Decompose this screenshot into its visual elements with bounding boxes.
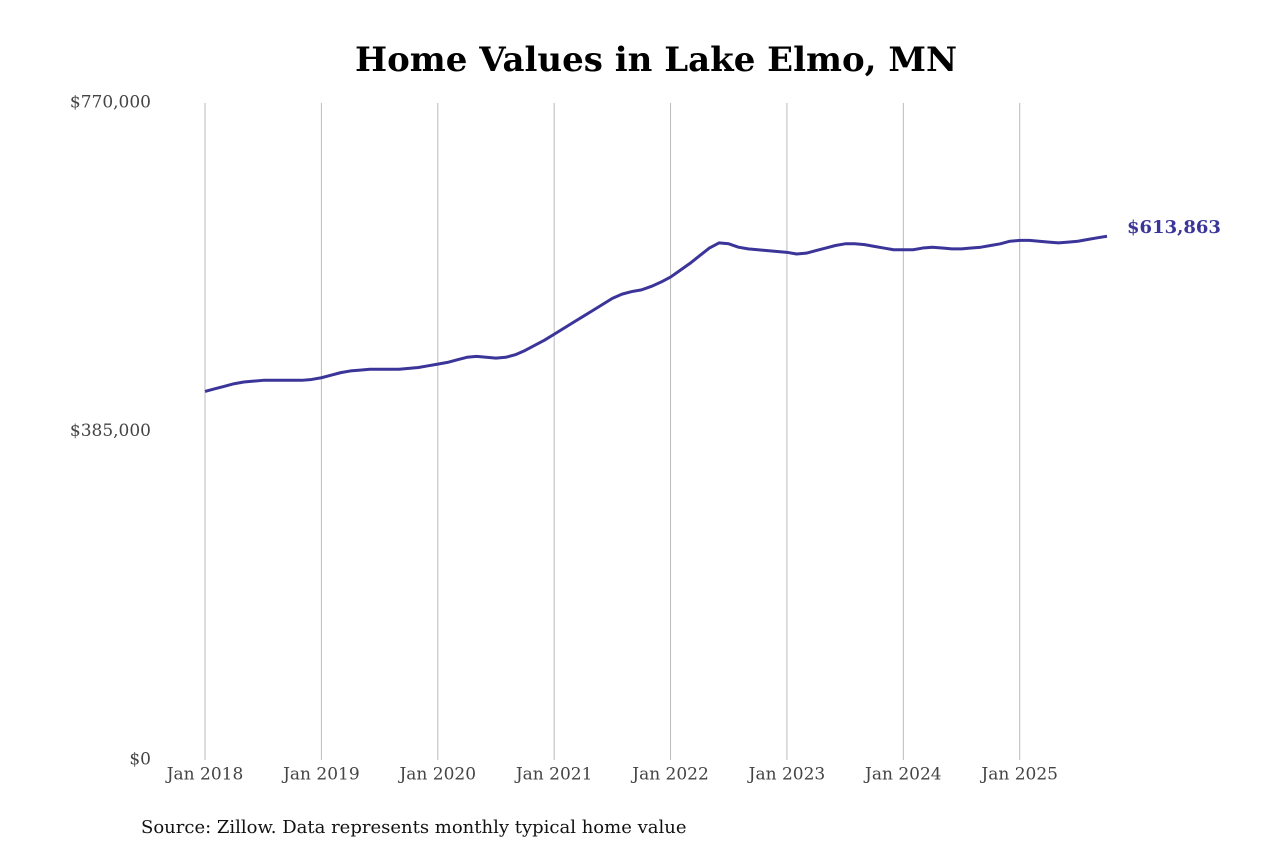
y-tick-label: $0 <box>129 750 151 770</box>
chart-title: Home Values in Lake Elmo, MN <box>355 40 957 80</box>
value-label: $613,863 <box>1127 217 1221 238</box>
x-tick-label: Jan 2025 <box>979 765 1058 785</box>
data-line <box>204 234 1108 393</box>
source-note: Source: Zillow. Data represents monthly … <box>141 817 687 838</box>
x-tick-label: Jan 2024 <box>863 765 942 785</box>
x-tick-label: Jan 2019 <box>281 765 360 785</box>
x-tick-label: Jan 2023 <box>747 765 826 785</box>
x-tick-label: Jan 2018 <box>165 765 244 785</box>
x-tick-label: Jan 2022 <box>630 765 709 785</box>
y-tick-label: $385,000 <box>70 421 151 441</box>
x-tick-label: Jan 2021 <box>514 765 593 785</box>
y-tick-label: $770,000 <box>70 93 151 113</box>
x-tick-label: Jan 2020 <box>397 765 476 785</box>
